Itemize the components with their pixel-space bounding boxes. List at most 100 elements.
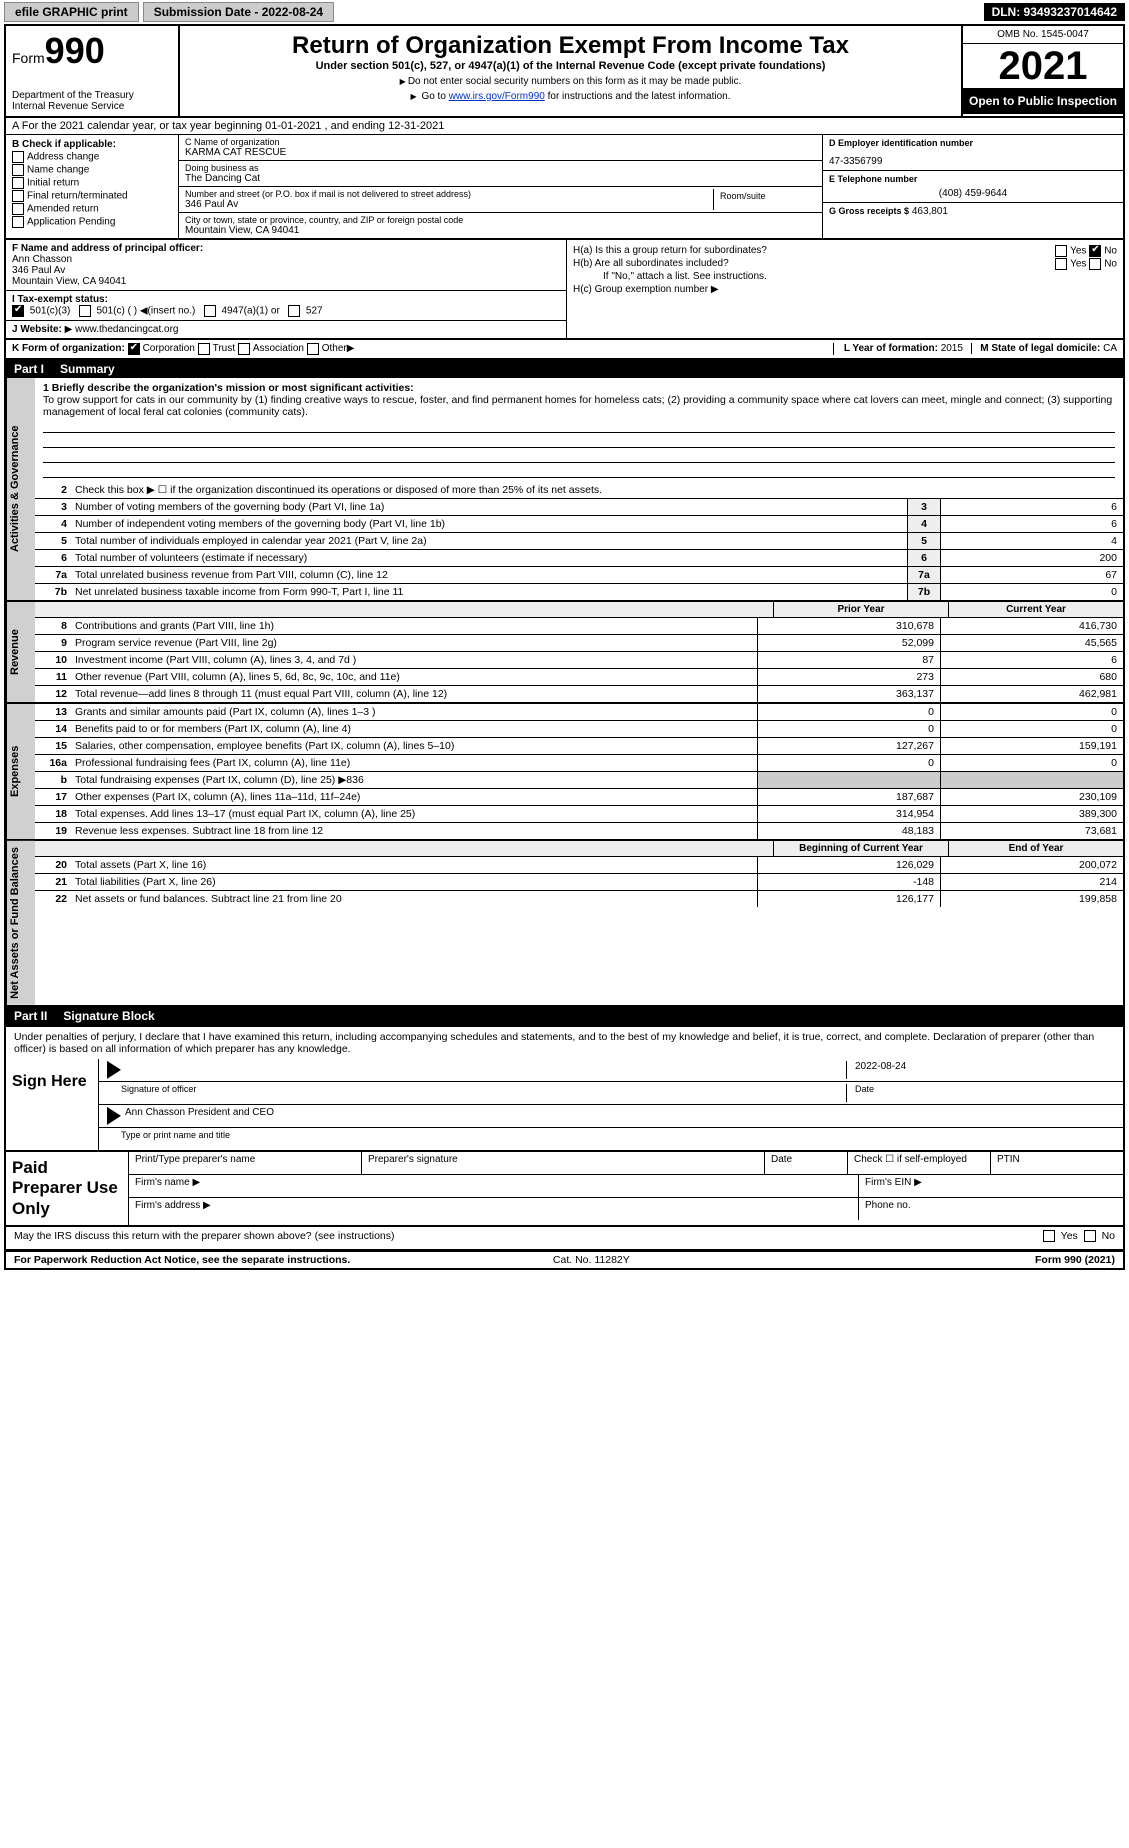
- dept-label: Department of the Treasury: [12, 90, 172, 101]
- side-netassets: Net Assets or Fund Balances: [6, 841, 35, 1005]
- goto-note: Go to www.irs.gov/Form990 for instructio…: [190, 91, 951, 102]
- addr-lbl: Number and street (or P.O. box if mail i…: [185, 189, 713, 199]
- part1-header: Part I Summary: [6, 360, 1123, 378]
- ein-lbl: D Employer identification number: [829, 138, 1117, 148]
- cb-501c3[interactable]: [12, 305, 24, 317]
- ha-row: H(a) Is this a group return for subordin…: [573, 245, 1117, 256]
- city: Mountain View, CA 94041: [185, 225, 816, 236]
- tax-year: 2021: [963, 44, 1123, 88]
- officer-name: Ann Chasson President and CEO: [125, 1107, 1115, 1125]
- val-6: 200: [940, 550, 1123, 566]
- efile-btn[interactable]: efile GRAPHIC print: [4, 2, 139, 22]
- ssn-note: Do not enter social security numbers on …: [190, 76, 951, 87]
- sign-here-row: Sign Here 2022-08-24 Signature of office…: [6, 1059, 1123, 1152]
- room-lbl: Room/suite: [720, 191, 810, 201]
- cb-trust[interactable]: [198, 343, 210, 355]
- i-lbl: I Tax-exempt status:: [12, 294, 108, 305]
- val-5: 4: [940, 533, 1123, 549]
- cb-initial-return[interactable]: [12, 177, 24, 189]
- cb-4947[interactable]: [204, 305, 216, 317]
- cb-name-change[interactable]: [12, 164, 24, 176]
- cb-527[interactable]: [288, 305, 300, 317]
- omb: OMB No. 1545-0047: [963, 26, 1123, 44]
- cb-app-pending[interactable]: [12, 216, 24, 228]
- cb-final-return[interactable]: [12, 190, 24, 202]
- f-name: Ann Chasson: [12, 254, 560, 265]
- cb-501c[interactable]: [79, 305, 91, 317]
- paid-preparer-row: Paid Preparer Use Only Print/Type prepar…: [6, 1152, 1123, 1227]
- tel-lbl: E Telephone number: [829, 174, 1117, 184]
- val-3: 6: [940, 499, 1123, 515]
- expenses-block: Expenses 13Grants and similar amounts pa…: [6, 704, 1123, 841]
- col-b: B Check if applicable: Address change Na…: [6, 135, 179, 238]
- cb-irs-no[interactable]: [1084, 1230, 1096, 1242]
- lower-block: F Name and address of principal officer:…: [6, 240, 1123, 339]
- paid-label: Paid Preparer Use Only: [6, 1152, 129, 1225]
- city-lbl: City or town, state or province, country…: [185, 215, 816, 225]
- gross: 463,801: [912, 206, 948, 217]
- arrow-icon: [107, 1061, 121, 1079]
- side-governance: Activities & Governance: [6, 378, 35, 600]
- org-name: KARMA CAT RESCUE: [185, 147, 816, 158]
- revenue-block: Revenue Prior YearCurrent Year 8Contribu…: [6, 602, 1123, 704]
- cb-amended[interactable]: [12, 203, 24, 215]
- arrow-icon: [107, 1107, 121, 1125]
- j-lbl: J Website:: [12, 324, 62, 335]
- hb-row: H(b) Are all subordinates included? Yes …: [573, 258, 1117, 269]
- cb-ha-yes[interactable]: [1055, 245, 1067, 257]
- governance-block: Activities & Governance 1 Briefly descri…: [6, 378, 1123, 602]
- row-a: A For the 2021 calendar year, or tax yea…: [6, 118, 1123, 135]
- col-c: C Name of organization KARMA CAT RESCUE …: [179, 135, 822, 238]
- tel: (408) 459-9644: [829, 188, 1117, 199]
- gross-lbl: G Gross receipts $: [829, 206, 909, 216]
- cb-other[interactable]: [307, 343, 319, 355]
- info-block: B Check if applicable: Address change Na…: [6, 135, 1123, 240]
- side-revenue: Revenue: [6, 602, 35, 702]
- open-public: Open to Public Inspection: [963, 88, 1123, 114]
- cb-corp[interactable]: [128, 343, 140, 355]
- cb-hb-yes[interactable]: [1055, 258, 1067, 270]
- may-irs: May the IRS discuss this return with the…: [14, 1230, 945, 1246]
- topbar: efile GRAPHIC print Submission Date - 20…: [0, 0, 1129, 24]
- lower-right: H(a) Is this a group return for subordin…: [567, 240, 1123, 338]
- form-frame: Form990 Department of the Treasury Inter…: [4, 24, 1125, 1270]
- col-d: D Employer identification number 47-3356…: [822, 135, 1123, 238]
- part2-header: Part II Signature Block: [6, 1007, 1123, 1025]
- cb-hb-no[interactable]: [1089, 258, 1101, 270]
- f-addr1: 346 Paul Av: [12, 265, 560, 276]
- val-7b: 0: [940, 584, 1123, 600]
- header-right: OMB No. 1545-0047 2021 Open to Public In…: [961, 26, 1123, 116]
- netassets-block: Net Assets or Fund Balances Beginning of…: [6, 841, 1123, 1007]
- cb-irs-yes[interactable]: [1043, 1230, 1055, 1242]
- col-b-title: B Check if applicable:: [12, 139, 172, 150]
- website[interactable]: www.thedancingcat.org: [75, 324, 178, 335]
- val-4: 6: [940, 516, 1123, 532]
- form-subtitle: Under section 501(c), 527, or 4947(a)(1)…: [190, 60, 951, 72]
- side-expenses: Expenses: [6, 704, 35, 839]
- hb-note: If "No," attach a list. See instructions…: [573, 271, 1117, 282]
- f-addr2: Mountain View, CA 94041: [12, 276, 560, 287]
- f-lbl: F Name and address of principal officer:: [12, 243, 560, 254]
- header-left: Form990 Department of the Treasury Inter…: [6, 26, 180, 116]
- form-word: Form: [12, 50, 45, 66]
- cb-assoc[interactable]: [238, 343, 250, 355]
- form-title: Return of Organization Exempt From Incom…: [190, 32, 951, 60]
- row-k: K Form of organization: Corporation Trus…: [6, 339, 1123, 360]
- form-header: Form990 Department of the Treasury Inter…: [6, 26, 1123, 118]
- dba: The Dancing Cat: [185, 173, 816, 184]
- submission-date-btn[interactable]: Submission Date - 2022-08-24: [143, 2, 334, 22]
- hc-row: H(c) Group exemption number ▶: [573, 284, 1117, 295]
- addr: 346 Paul Av: [185, 199, 713, 210]
- header-mid: Return of Organization Exempt From Incom…: [180, 26, 961, 116]
- sign-here-label: Sign Here: [6, 1059, 99, 1150]
- irs-link[interactable]: www.irs.gov/Form990: [449, 91, 545, 102]
- ein: 47-3356799: [829, 156, 1117, 167]
- irs-label: Internal Revenue Service: [12, 101, 172, 112]
- cb-address-change[interactable]: [12, 151, 24, 163]
- dln: DLN: 93493237014642: [984, 3, 1125, 21]
- footer: For Paperwork Reduction Act Notice, see …: [6, 1250, 1123, 1268]
- org-name-lbl: C Name of organization: [185, 137, 816, 147]
- mission: 1 Briefly describe the organization's mi…: [35, 378, 1123, 482]
- lower-left: F Name and address of principal officer:…: [6, 240, 567, 338]
- cb-ha-no[interactable]: [1089, 245, 1101, 257]
